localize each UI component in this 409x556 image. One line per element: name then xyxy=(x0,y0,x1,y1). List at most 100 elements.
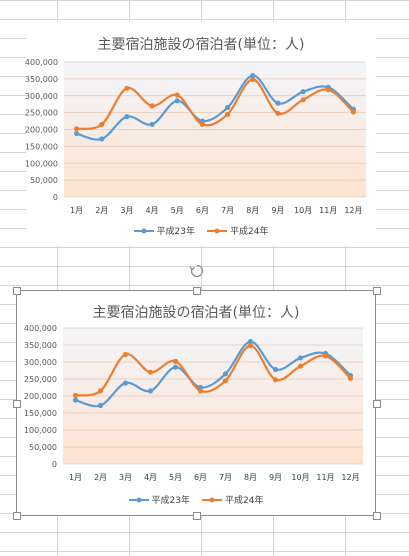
x-tick-label: 7月 xyxy=(219,473,232,482)
chart-title: 主要宿泊施設の宿泊者(単位：人) xyxy=(92,305,300,321)
data-point xyxy=(147,369,154,375)
x-tick-label: 5月 xyxy=(169,473,182,482)
x-tick-label: 10月 xyxy=(294,206,312,215)
y-tick-label: 50,000 xyxy=(29,443,57,452)
legend-marker-orange xyxy=(202,497,222,502)
y-tick-label: 0 xyxy=(53,193,58,202)
y-tick-label: 250,000 xyxy=(24,375,57,384)
x-tick-label: 6月 xyxy=(194,473,207,482)
y-tick-label: 150,000 xyxy=(25,142,58,151)
chart-legend: 平成23年 平成24年 xyxy=(26,224,376,237)
data-point xyxy=(174,98,180,104)
y-tick-label: 400,000 xyxy=(24,324,57,333)
data-point xyxy=(124,114,130,120)
x-tick-label: 5月 xyxy=(171,206,184,215)
legend-marker-blue xyxy=(128,497,149,502)
y-tick-label: 250,000 xyxy=(25,109,58,118)
y-tick-label: 0 xyxy=(52,460,57,469)
legend-label: 平成23年 xyxy=(156,227,195,237)
data-point xyxy=(124,85,130,91)
data-point xyxy=(224,111,231,117)
data-point xyxy=(199,121,206,128)
data-point xyxy=(224,104,231,111)
x-tick-label: 3月 xyxy=(119,473,132,482)
resize-handle-middle-left[interactable] xyxy=(13,400,21,408)
x-tick-label: 4月 xyxy=(146,206,159,215)
x-tick-label: 12月 xyxy=(344,206,362,215)
data-point xyxy=(147,388,154,394)
legend-item-series-1: 平成23年 xyxy=(128,493,190,506)
data-point xyxy=(275,100,281,106)
data-point xyxy=(73,126,80,132)
data-point xyxy=(99,136,105,142)
x-tick-label: 11月 xyxy=(316,473,334,482)
y-tick-label: 300,000 xyxy=(25,92,58,101)
x-tick-label: 2月 xyxy=(95,206,108,215)
resize-handle-bottom-right[interactable] xyxy=(373,512,381,520)
data-point xyxy=(197,388,204,394)
y-tick-label: 400,000 xyxy=(25,58,58,67)
x-tick-label: 3月 xyxy=(120,206,133,215)
data-point xyxy=(222,371,229,377)
resize-handle-top-left[interactable] xyxy=(13,287,21,295)
data-point xyxy=(222,378,229,384)
x-tick-label: 8月 xyxy=(246,206,259,215)
chart-object-2[interactable]: 主要宿泊施設の宿泊者(単位：人) 0 50,000 100,000 150,000 20… xyxy=(16,290,376,516)
data-point xyxy=(322,353,329,359)
resize-handle-bottom-left[interactable] xyxy=(13,512,21,520)
data-point xyxy=(149,121,155,128)
y-tick-label: 350,000 xyxy=(25,75,58,84)
resize-handle-bottom-center[interactable] xyxy=(193,512,201,520)
data-point xyxy=(250,76,256,83)
legend-item-series-2: 平成24年 xyxy=(202,493,263,506)
legend-item-series-2: 平成24年 xyxy=(207,224,268,237)
data-point xyxy=(172,358,179,364)
x-tick-label: 4月 xyxy=(144,473,157,482)
resize-handle-middle-right[interactable] xyxy=(373,400,381,408)
data-point xyxy=(97,402,104,409)
data-point xyxy=(250,72,256,79)
y-tick-label: 100,000 xyxy=(24,426,57,435)
data-point xyxy=(73,130,80,137)
data-point xyxy=(275,110,281,116)
legend-label: 平成23年 xyxy=(151,496,190,506)
x-tick-label: 9月 xyxy=(269,473,282,482)
x-tick-label: 1月 xyxy=(70,206,83,215)
x-tick-label: 2月 xyxy=(94,473,107,482)
data-point xyxy=(149,103,155,109)
chart-title: 主要宿泊施設の宿泊者(単位：人) xyxy=(97,37,305,53)
legend-label: 平成24年 xyxy=(225,496,264,506)
x-tick-label: 8月 xyxy=(244,473,257,482)
data-point xyxy=(97,388,104,394)
data-point xyxy=(325,87,331,93)
legend-item-series-1: 平成23年 xyxy=(133,224,195,237)
y-tick-label: 300,000 xyxy=(24,358,57,367)
data-point xyxy=(99,121,105,128)
data-point xyxy=(122,380,129,386)
legend-marker-blue xyxy=(133,228,154,233)
y-tick-label: 150,000 xyxy=(24,409,57,418)
legend-marker-orange xyxy=(207,228,227,233)
resize-handle-top-right[interactable] xyxy=(373,287,381,295)
x-tick-label: 7月 xyxy=(221,206,234,215)
chart-legend: 平成23年 平成24年 xyxy=(17,493,375,506)
data-point xyxy=(347,375,354,381)
x-tick-label: 11月 xyxy=(319,206,337,215)
y-tick-label: 200,000 xyxy=(24,392,57,401)
chart-object-1[interactable]: 主要宿泊施設の宿泊者(単位：人) 0 50,000 100,000 150,000 20… xyxy=(25,22,376,246)
y-tick-label: 200,000 xyxy=(25,126,58,135)
data-point xyxy=(247,339,254,345)
x-tick-label: 9月 xyxy=(271,206,284,215)
chart-plot: 0 50,000 100,000 150,000 200,000 250,000 300,0… xyxy=(24,324,363,482)
data-point xyxy=(72,397,79,403)
legend-label: 平成24年 xyxy=(230,227,269,237)
x-tick-label: 10月 xyxy=(291,473,309,482)
y-tick-label: 100,000 xyxy=(25,159,58,168)
data-point xyxy=(350,109,357,115)
resize-handle-top-center[interactable] xyxy=(193,287,201,295)
data-point xyxy=(297,355,304,361)
rotate-handle-icon[interactable] xyxy=(189,263,205,279)
data-point xyxy=(122,351,129,358)
data-point xyxy=(272,366,279,373)
data-point xyxy=(174,92,180,98)
